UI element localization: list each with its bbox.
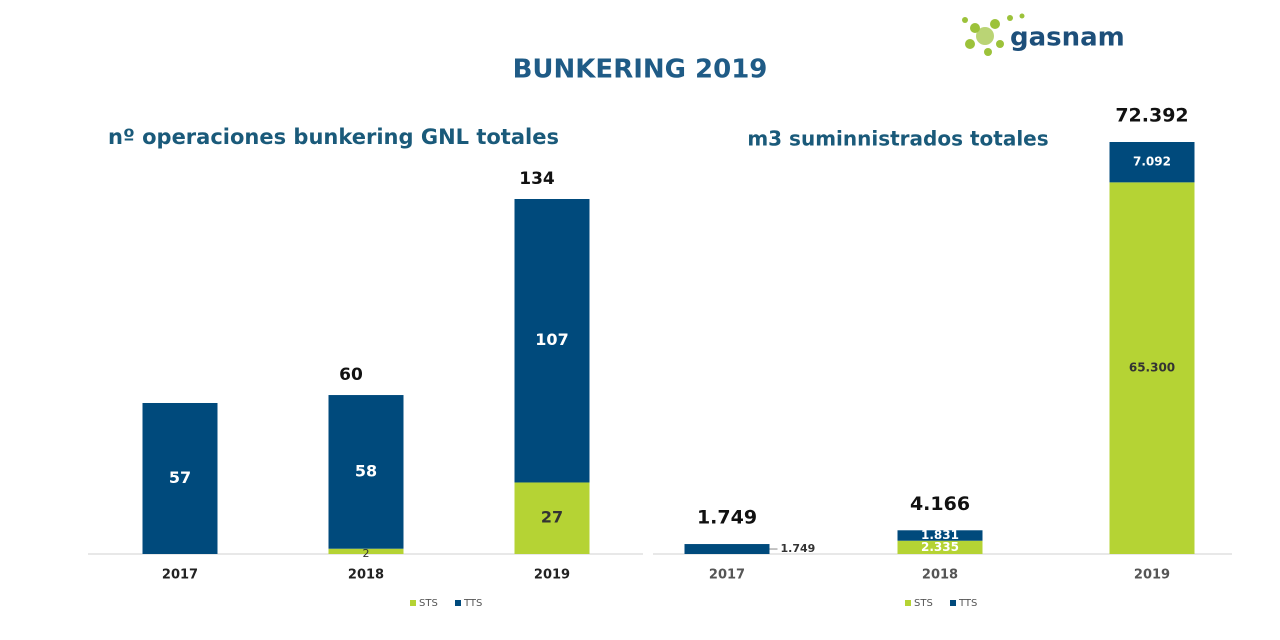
bar-segment [142, 402, 218, 554]
data-label: 1.831 [921, 528, 959, 542]
total-label: 60 [339, 365, 363, 385]
legend-swatch [455, 600, 461, 606]
bar-segment [684, 544, 770, 554]
x-tick-label: 2019 [534, 568, 570, 583]
bar-segment [514, 199, 590, 483]
chart-title: nº operaciones bunkering GNL totales [108, 125, 559, 149]
legend-label: TTS [463, 598, 482, 609]
data-label: 2 [363, 547, 370, 560]
total-label: 4.166 [910, 493, 970, 515]
total-label: 1.749 [697, 507, 757, 529]
data-label: 58 [355, 461, 377, 480]
data-label: 57 [169, 468, 191, 487]
x-tick-label: 2017 [709, 568, 745, 583]
data-label: 7.092 [1133, 155, 1171, 169]
logo-mark [962, 13, 1025, 56]
data-label: 107 [535, 330, 568, 349]
logo-text: gasnam [1010, 23, 1125, 53]
x-tick-label: 2019 [1134, 568, 1170, 583]
legend-swatch [950, 600, 956, 606]
data-label: 2.335 [921, 540, 959, 554]
x-tick-label: 2018 [348, 568, 384, 583]
bar-segment [1109, 142, 1195, 183]
legend-label: STS [914, 598, 933, 609]
bar-segment [514, 482, 590, 554]
bar-segment [897, 540, 983, 554]
data-label: 1.749 [781, 542, 816, 555]
data-label: 65.300 [1129, 361, 1175, 375]
legend-label: TTS [958, 598, 977, 609]
chart-title: m3 suminnistrados totales [747, 127, 1048, 151]
legend-swatch [905, 600, 911, 606]
bar-segment [328, 395, 404, 549]
bar-segment [328, 548, 404, 554]
bar-segment [897, 530, 983, 541]
x-tick-label: 2018 [922, 568, 958, 583]
total-label: 134 [519, 169, 555, 189]
data-label: 27 [541, 508, 563, 527]
x-tick-label: 2017 [162, 568, 198, 583]
total-label: 72.392 [1115, 105, 1188, 127]
page-title: BUNKERING 2019 [513, 55, 768, 85]
legend-label: STS [419, 598, 438, 609]
bar-segment [1109, 182, 1195, 554]
legend-swatch [410, 600, 416, 606]
